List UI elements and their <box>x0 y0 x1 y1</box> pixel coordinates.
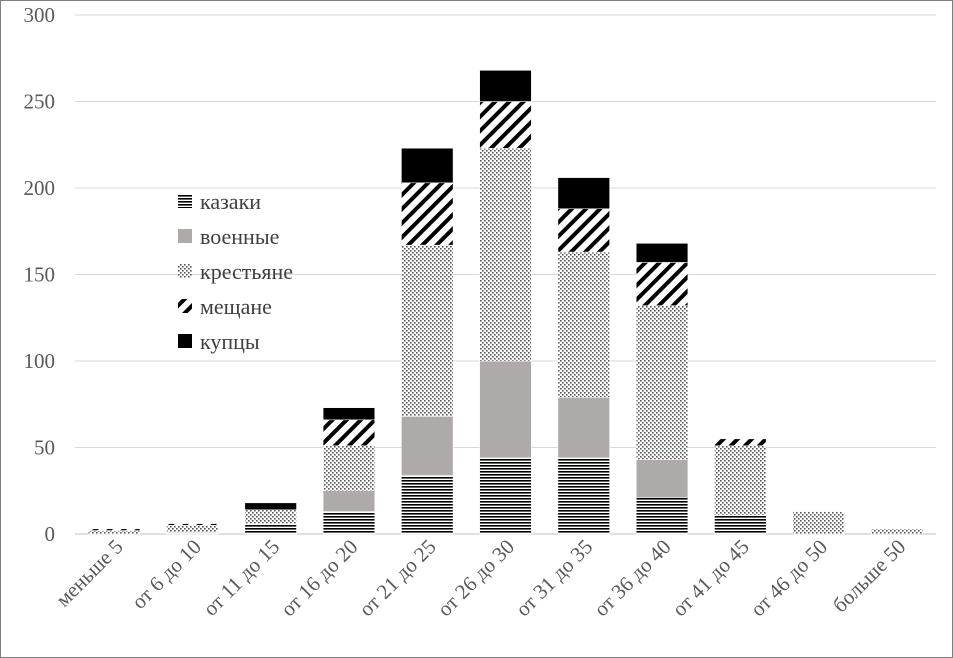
bar-segment-казаки <box>714 514 767 535</box>
bar-segment-купцы <box>557 177 610 210</box>
bar-segment-крестьяне <box>88 530 141 535</box>
legend-swatch-военные <box>178 229 192 243</box>
y-tick-label: 50 <box>34 436 55 460</box>
bar-segment-военные <box>401 416 454 476</box>
bar-segment-казаки <box>557 457 610 535</box>
legend-label: военные <box>200 224 279 249</box>
bar-segment-купцы <box>635 243 689 263</box>
x-tick-label: от 36 до 40 <box>589 535 676 622</box>
bar-segment-крестьяне <box>166 525 219 533</box>
legend-label: крестьяне <box>200 259 293 284</box>
bar-segment-крестьяне <box>557 251 610 398</box>
y-tick-label: 300 <box>24 3 56 27</box>
bar-segment-крестьяне <box>870 528 923 535</box>
x-tick-label: от 6 до 10 <box>127 535 206 614</box>
bars <box>88 70 923 535</box>
legend-swatch-казаки <box>178 194 192 208</box>
bar-segment-мещане <box>714 438 767 447</box>
x-tick-label: от 11 до 15 <box>198 535 284 621</box>
bar-segment-казаки <box>166 532 219 535</box>
x-tick-label: от 31 до 35 <box>511 535 598 622</box>
legend-label: мещане <box>200 294 272 319</box>
bar-segment-казаки <box>244 523 297 535</box>
bar-segment-крестьяне <box>401 244 454 417</box>
bar-segment-военные <box>479 360 532 459</box>
bar-segment-мещане <box>88 528 141 531</box>
bar-segment-мещане <box>166 523 219 526</box>
legend-label: казаки <box>200 189 261 214</box>
y-axis-ticks: 0 50 100 150 200 250 300 <box>24 3 56 546</box>
legend: казаки военные крестьяне мещане купцы <box>178 189 293 354</box>
bar-segment-мещане <box>635 262 689 306</box>
bar-segment-мещане <box>479 101 532 149</box>
y-tick-label: 100 <box>24 349 56 373</box>
x-tick-label: от 46 до 50 <box>746 535 833 622</box>
x-tick-label: меньше 5 <box>51 535 128 612</box>
x-tick-label: от 21 до 25 <box>354 535 441 622</box>
bar-segment-казаки <box>479 457 532 535</box>
bar-segment-купцы <box>401 147 454 184</box>
bar-segment-купцы <box>244 502 297 511</box>
bar-segment-крестьяне <box>244 509 297 524</box>
bar-segment-военные <box>322 490 376 512</box>
bar-segment-военные <box>557 397 610 459</box>
bar-segment-мещане <box>322 419 376 447</box>
bar-segment-крестьяне <box>635 305 689 460</box>
y-tick-label: 0 <box>45 522 56 546</box>
x-tick-label: от 26 до 30 <box>433 535 520 622</box>
bar-segment-казаки <box>635 497 689 535</box>
legend-label: купцы <box>200 329 260 354</box>
x-tick-label: от 16 до 20 <box>276 535 363 622</box>
bar-segment-мещане <box>401 182 454 246</box>
bar-segment-купцы <box>479 70 532 102</box>
legend-swatch-крестьяне <box>178 264 192 278</box>
legend-swatch-купцы <box>178 334 192 348</box>
bar-segment-крестьяне <box>479 147 532 362</box>
bar-segment-крестьяне <box>714 445 767 516</box>
bar-segment-крестьяне <box>792 511 845 535</box>
bar-segment-мещане <box>557 208 610 253</box>
bar-segment-военные <box>635 459 689 498</box>
bar-segment-казаки <box>401 474 454 535</box>
y-tick-label: 250 <box>24 90 56 114</box>
bar-segment-казаки <box>322 511 376 535</box>
x-tick-label: от 41 до 45 <box>667 535 754 622</box>
bar-segment-крестьяне <box>322 445 376 491</box>
y-tick-label: 150 <box>24 263 56 287</box>
y-tick-label: 200 <box>24 176 56 200</box>
bar-segment-купцы <box>322 407 376 421</box>
legend-swatch-мещане <box>178 299 192 313</box>
x-tick-label: больше 50 <box>828 535 911 618</box>
